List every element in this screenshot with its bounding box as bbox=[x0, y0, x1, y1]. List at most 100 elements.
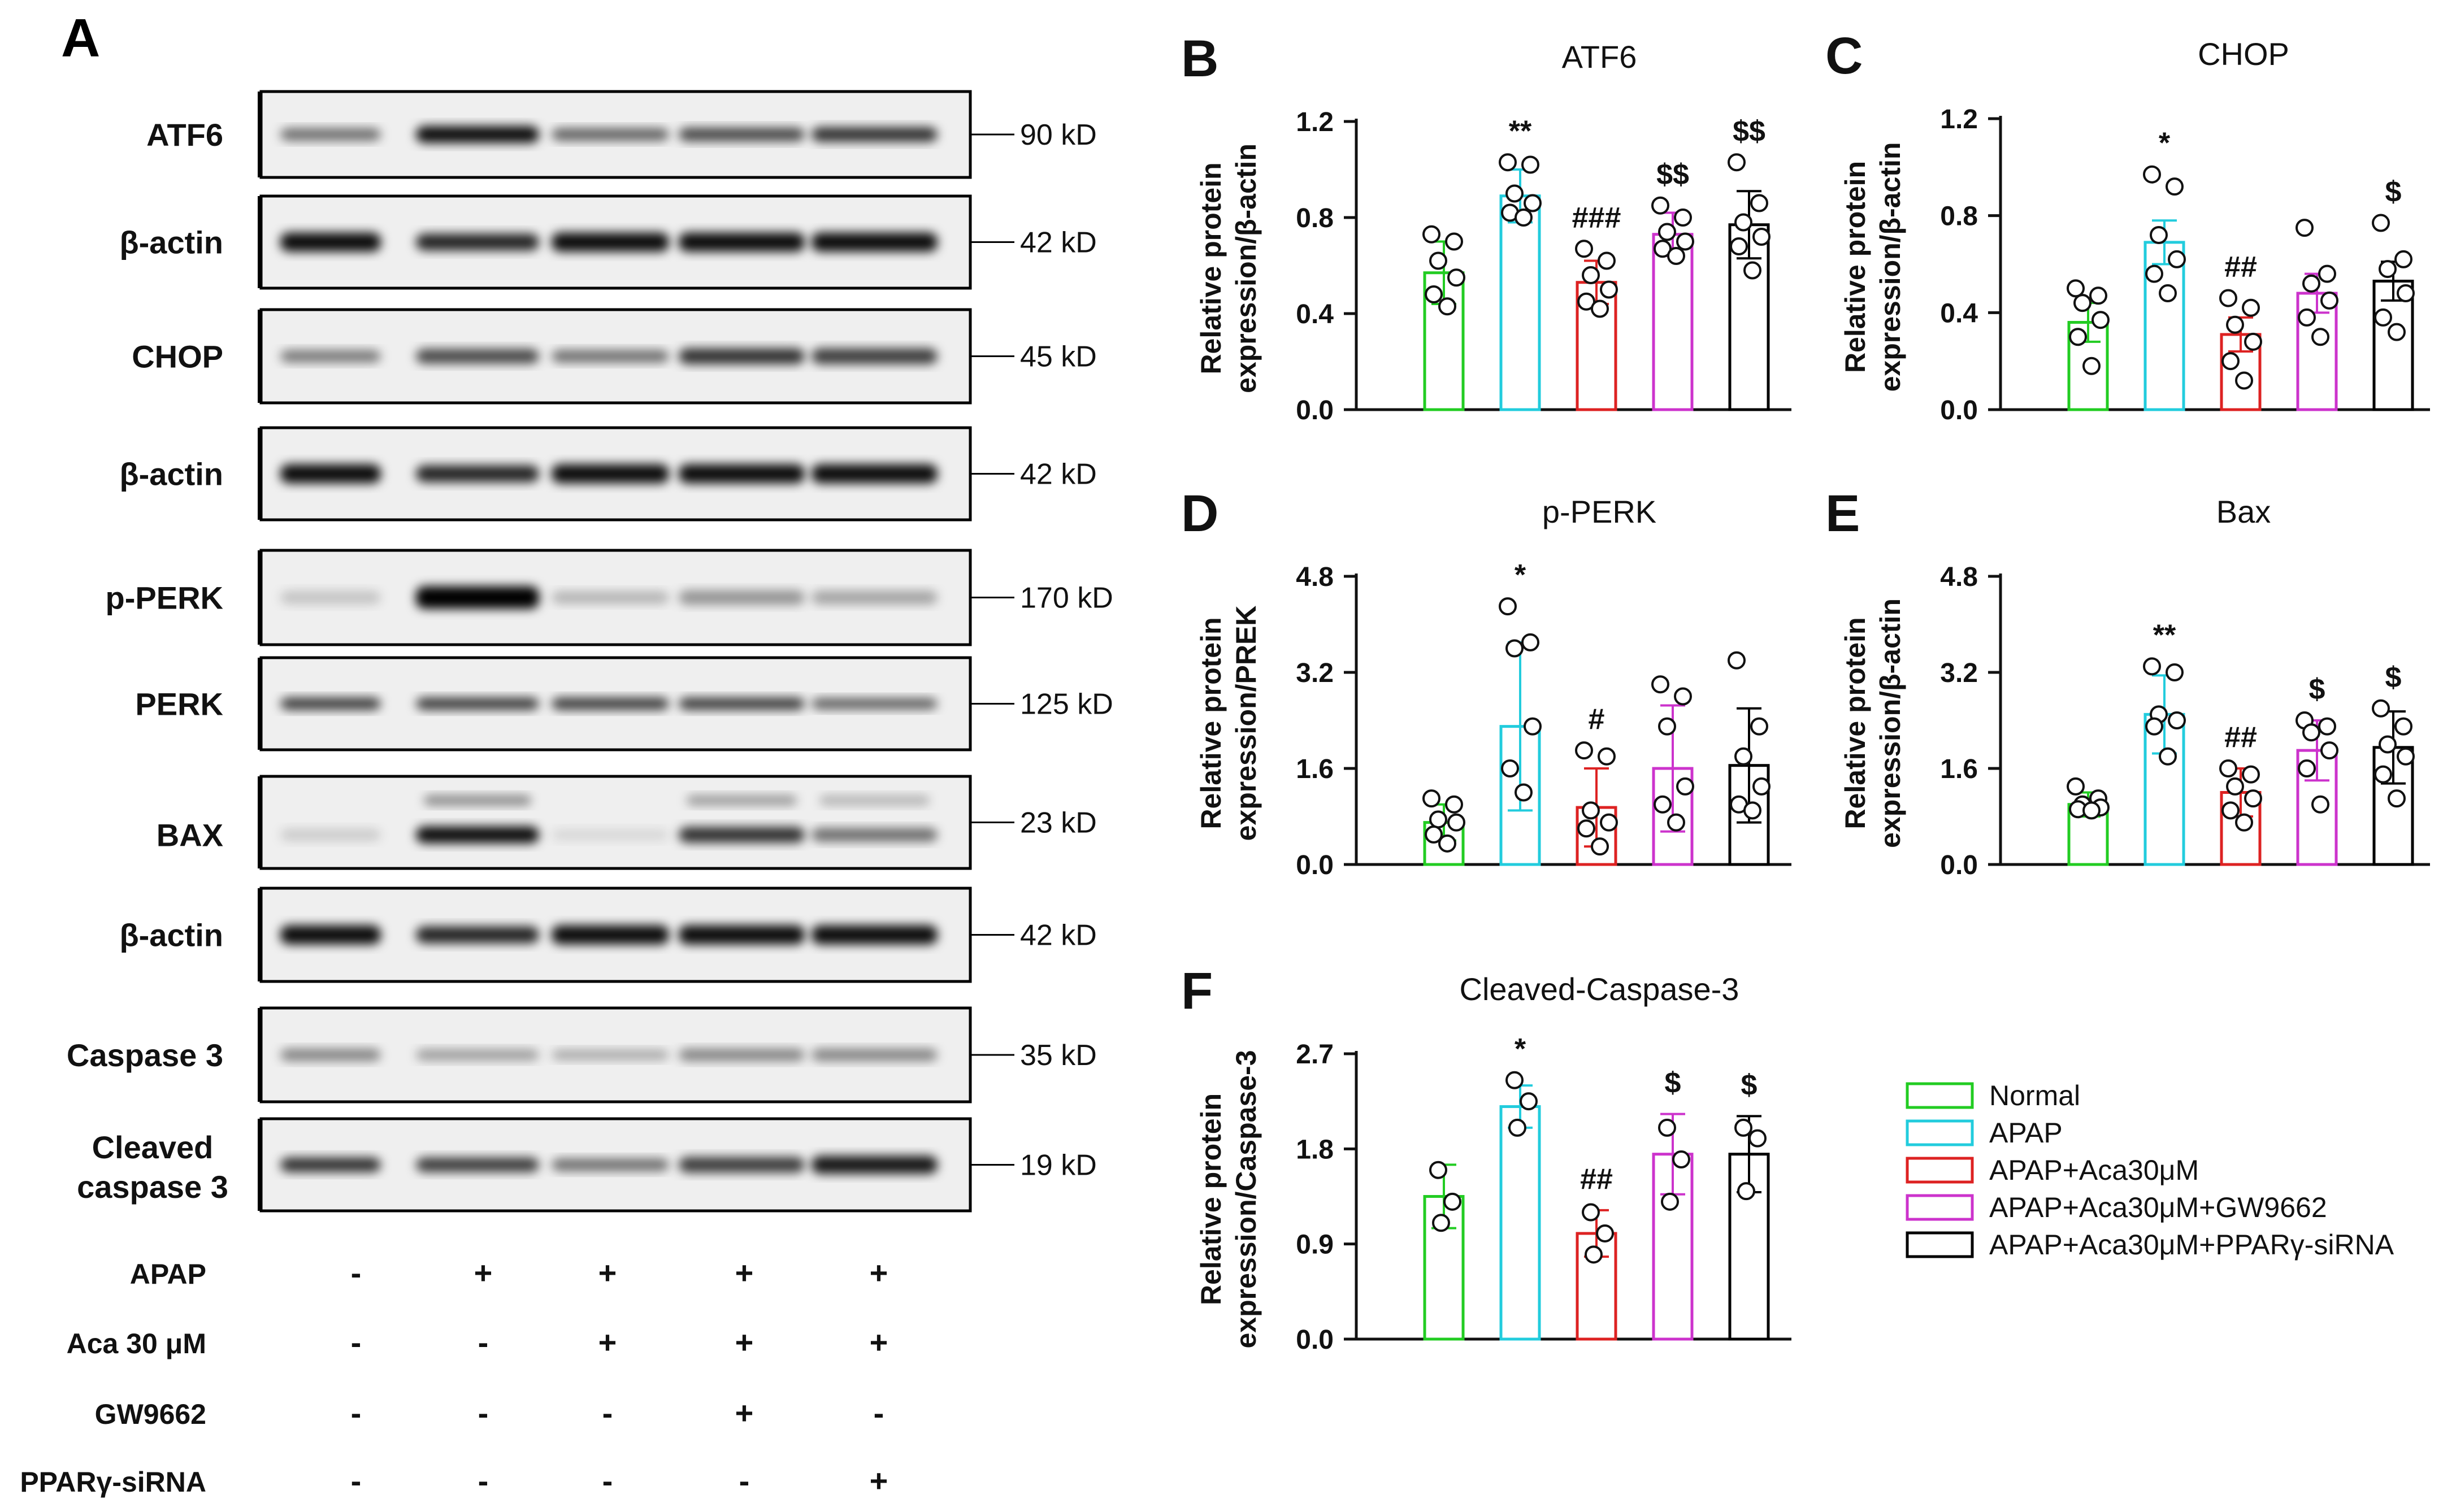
blot-row-cleaved-caspase-3: Cleaved caspase 3 19 kD bbox=[77, 1117, 1097, 1213]
data-point bbox=[2166, 663, 2184, 681]
blot-label: β-actin bbox=[119, 225, 223, 260]
y-tick-label: 2.7 bbox=[1296, 1040, 1334, 1070]
data-point bbox=[1752, 777, 1771, 796]
blot-band bbox=[812, 348, 938, 364]
y-tick-label: 3.2 bbox=[1940, 658, 1978, 688]
data-point bbox=[1674, 208, 1692, 227]
panel-letter: F bbox=[1181, 962, 1213, 1020]
y-tick-label: 4.8 bbox=[1940, 562, 1978, 592]
data-point bbox=[2168, 250, 2186, 268]
y-tick-label: 0.0 bbox=[1296, 850, 1334, 880]
chart-b: B ATF6 Relative protein expression/β-actin 0… bbox=[1181, 30, 1791, 425]
blot-membrane bbox=[259, 775, 972, 870]
data-point bbox=[1505, 1071, 1524, 1089]
treatment-sign: - bbox=[351, 1324, 362, 1360]
data-point bbox=[1501, 759, 1519, 777]
significance-label: $ bbox=[2309, 673, 2325, 706]
y-axis-label: Relative protein expression/β-actin bbox=[1839, 142, 1906, 392]
treatment-sign: + bbox=[870, 1255, 888, 1291]
data-point bbox=[1676, 232, 1694, 251]
blot-band bbox=[280, 350, 381, 363]
data-point bbox=[1672, 1150, 1690, 1169]
data-point bbox=[2311, 795, 2329, 814]
blot-row--actin: β-actin 42 kD bbox=[119, 426, 1097, 522]
blot-size-label: 19 kD bbox=[1020, 1149, 1097, 1182]
data-point bbox=[2397, 747, 2415, 766]
blot-label: β-actin bbox=[119, 457, 223, 492]
blot-row--actin: β-actin 42 kD bbox=[119, 194, 1097, 290]
data-point bbox=[2374, 765, 2392, 784]
data-point bbox=[2379, 260, 2397, 279]
chart-c: C CHOP Relative protein expression/β-actin 0… bbox=[1825, 27, 2430, 425]
blot-band bbox=[552, 697, 669, 710]
blot-band bbox=[812, 127, 938, 142]
treatment-sign: + bbox=[598, 1324, 617, 1360]
legend-label: APAP+Aca30μM+PPARγ-siRNA bbox=[1989, 1229, 2394, 1261]
treatment-sign: - bbox=[602, 1463, 613, 1498]
blot-band bbox=[812, 925, 938, 945]
blot-band bbox=[416, 1049, 539, 1061]
panel-letter: C bbox=[1825, 27, 1863, 85]
blot-row-chop: CHOP 45 kD bbox=[132, 308, 1097, 405]
treatment-sign: - bbox=[602, 1395, 613, 1431]
blot-band bbox=[812, 698, 938, 710]
treatment-sign: - bbox=[478, 1463, 489, 1498]
data-point bbox=[1582, 266, 1600, 284]
data-point bbox=[1438, 834, 1456, 853]
significance-label: $$ bbox=[1656, 158, 1689, 191]
legend-swatch bbox=[1906, 1157, 1974, 1184]
data-point bbox=[1515, 208, 1533, 227]
treatment-row: APAP - + + + + bbox=[130, 1255, 888, 1291]
blot-band bbox=[416, 926, 539, 944]
blot-label-line1: Cleaved bbox=[92, 1129, 214, 1165]
data-point bbox=[1661, 1192, 1679, 1211]
y-tick-label: 0.4 bbox=[1296, 299, 1334, 329]
chart-f: F Cleaved-Caspase-3 Relative protein expres… bbox=[1181, 962, 1791, 1355]
data-point bbox=[2082, 801, 2101, 820]
y-tick-label: 3.2 bbox=[1296, 658, 1334, 688]
data-point bbox=[2388, 323, 2406, 341]
legend-swatch bbox=[1906, 1231, 1974, 1258]
treatment-sign: + bbox=[735, 1324, 754, 1360]
data-point bbox=[1743, 801, 1761, 820]
significance-label: * bbox=[2159, 127, 2171, 160]
significance-label: $ bbox=[2385, 176, 2402, 208]
blot-band bbox=[416, 826, 539, 844]
data-point bbox=[2242, 298, 2260, 317]
blot-band-upper bbox=[424, 795, 531, 806]
blot-size-label: 45 kD bbox=[1020, 341, 1097, 373]
data-point bbox=[2219, 759, 2237, 777]
blot-band bbox=[679, 128, 805, 141]
blot-band bbox=[416, 465, 539, 483]
y-axis-label-line2: expression/Caspase-3 bbox=[1230, 1050, 1262, 1348]
data-point bbox=[2311, 328, 2329, 346]
treatment-label: APAP bbox=[130, 1258, 206, 1290]
data-point bbox=[2145, 264, 2163, 283]
data-point bbox=[2082, 357, 2101, 375]
blot-size-label: 42 kD bbox=[1020, 919, 1097, 952]
data-point bbox=[1438, 297, 1456, 316]
panel-letter: D bbox=[1181, 485, 1218, 542]
data-point bbox=[1658, 223, 1676, 241]
data-point bbox=[2235, 813, 2253, 832]
y-tick-label: 0.0 bbox=[1296, 1325, 1334, 1355]
data-point bbox=[1734, 747, 1752, 766]
significance-label: ## bbox=[2224, 251, 2257, 284]
significance-label: # bbox=[1589, 703, 1605, 736]
legend-label: APAP+Aca30μM+GW9662 bbox=[1989, 1192, 2327, 1223]
y-tick-label: 1.2 bbox=[1940, 105, 1978, 134]
data-point bbox=[2150, 226, 2168, 244]
data-point bbox=[2372, 214, 2390, 232]
data-point bbox=[1728, 651, 1746, 670]
data-point bbox=[2298, 759, 2316, 777]
data-point bbox=[1521, 155, 1539, 174]
panel-letter: B bbox=[1181, 30, 1218, 88]
data-point bbox=[1429, 810, 1447, 829]
blot-band bbox=[679, 925, 805, 945]
data-point bbox=[2226, 315, 2244, 334]
data-point bbox=[2374, 308, 2392, 327]
blot-row-perk: PERK 125 kD bbox=[135, 656, 1113, 751]
data-point bbox=[1654, 240, 1672, 258]
significance-label: ## bbox=[1580, 1163, 1613, 1196]
